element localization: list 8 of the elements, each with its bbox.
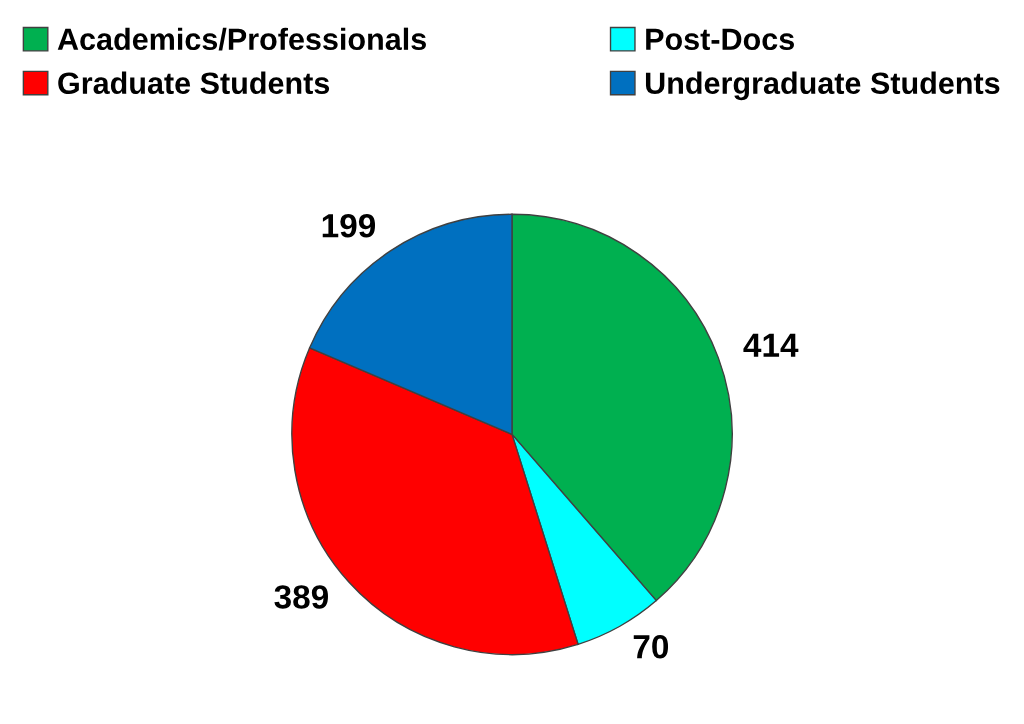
data-label: 389 [274, 585, 328, 609]
legend-label: Post-Docs [646, 28, 794, 51]
legend-label: Undergraduate Students [645, 71, 1000, 101]
data-label: 414 [743, 333, 799, 357]
legend-label: Graduate Students [58, 71, 330, 95]
data-label: 70 [633, 634, 669, 659]
data-label: 199 [322, 213, 376, 238]
legend-label: Academics/Professionals [57, 27, 426, 51]
